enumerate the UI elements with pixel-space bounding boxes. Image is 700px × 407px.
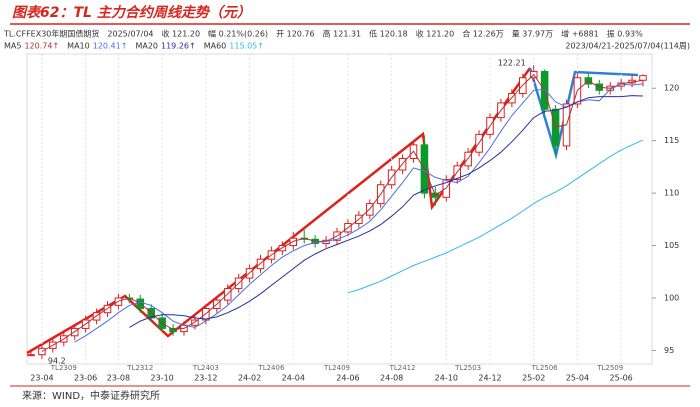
contract-label: TL2506 xyxy=(531,364,559,372)
info-item: 收 121.20 xyxy=(416,29,455,39)
y-tick-label: 95 xyxy=(664,346,674,355)
ma-line xyxy=(41,73,644,352)
contract-label: TL2509 xyxy=(596,364,623,372)
contract-label: TL2403 xyxy=(192,364,219,372)
legend-name: MA20 xyxy=(135,42,158,51)
y-tick-label: 100 xyxy=(664,294,679,303)
chart-title: 图表62：TL 主力合约周线走势（元） xyxy=(12,4,251,21)
legend-value: 120.74↑ xyxy=(24,42,59,51)
x-tick-label: 23-12 xyxy=(194,374,217,383)
x-tick-label: 24-04 xyxy=(282,374,305,383)
candle-body xyxy=(639,75,647,81)
contract-label: TL2312 xyxy=(126,364,153,372)
ma-line xyxy=(129,95,644,328)
candle-body xyxy=(551,108,560,147)
y-tick-label: 115 xyxy=(664,136,679,145)
max-label: 122.21 xyxy=(498,59,526,68)
info-item: 增 +6881 xyxy=(561,29,599,39)
info-item: 2025/07/04 xyxy=(107,30,153,39)
x-tick-label: 24-08 xyxy=(380,374,403,383)
x-tick-label: 24-06 xyxy=(336,374,359,383)
ma-line xyxy=(74,83,644,343)
legend-name: MA5 xyxy=(4,42,21,51)
min-label: 94.2 xyxy=(48,356,66,365)
x-tick-label: 24-02 xyxy=(238,374,261,383)
y-tick-label: 110 xyxy=(664,189,679,198)
plot-frame xyxy=(26,53,653,365)
x-tick-label: 23-10 xyxy=(151,374,174,383)
plot xyxy=(41,54,622,364)
info-item: 振 0.93% xyxy=(607,29,643,39)
y-tick-label: 105 xyxy=(664,241,679,250)
info-item: TL.CFFEX30年期国债期货 xyxy=(3,29,99,39)
legend-value: 115.05↑ xyxy=(229,42,264,51)
candle-body xyxy=(27,354,35,357)
range-label: 2023/04/21-2025/07/04(114周) xyxy=(565,42,690,51)
contract-label: TL2409 xyxy=(323,364,350,372)
x-tick-label: 25-04 xyxy=(566,374,589,383)
source: 来源：WIND，中泰证券研究所 xyxy=(22,389,160,402)
candle-body xyxy=(191,319,199,326)
x-tick-label: 24-12 xyxy=(478,374,501,383)
x-tick-label: 23-06 xyxy=(74,374,97,383)
legend-value: 119.26↑ xyxy=(161,42,196,51)
x-tick-label: 25-06 xyxy=(610,374,633,383)
x-tick-label: 23-08 xyxy=(107,374,130,383)
trend-line xyxy=(26,67,532,355)
contract-label: TL2309 xyxy=(50,364,77,372)
contract-label: TL2406 xyxy=(257,364,285,372)
contract-label: TL2503 xyxy=(454,364,481,372)
info-item: 低 120.18 xyxy=(369,29,408,39)
info-item: 开 120.76 xyxy=(276,30,315,39)
legend-value: 120.41↑ xyxy=(93,42,128,51)
legend-name: MA60 xyxy=(204,42,227,51)
info-item: 收 121.20 xyxy=(162,29,201,39)
info-item: 量 37.97万 xyxy=(512,30,553,39)
x-tick-label: 24-10 xyxy=(435,374,458,383)
contract-label: TL2412 xyxy=(389,364,416,372)
info-item: 合 12.26万 xyxy=(462,29,503,39)
legend-name: MA10 xyxy=(67,42,90,51)
candle-body xyxy=(169,327,177,333)
info-item: 高 121.31 xyxy=(323,29,362,39)
y-tick-label: 120 xyxy=(664,84,679,93)
ma-line xyxy=(347,139,644,294)
x-tick-label: 25-02 xyxy=(522,374,545,383)
x-tick-label: 23-04 xyxy=(30,374,53,383)
info-item: 幅 0.21%(0.26) xyxy=(208,29,268,39)
